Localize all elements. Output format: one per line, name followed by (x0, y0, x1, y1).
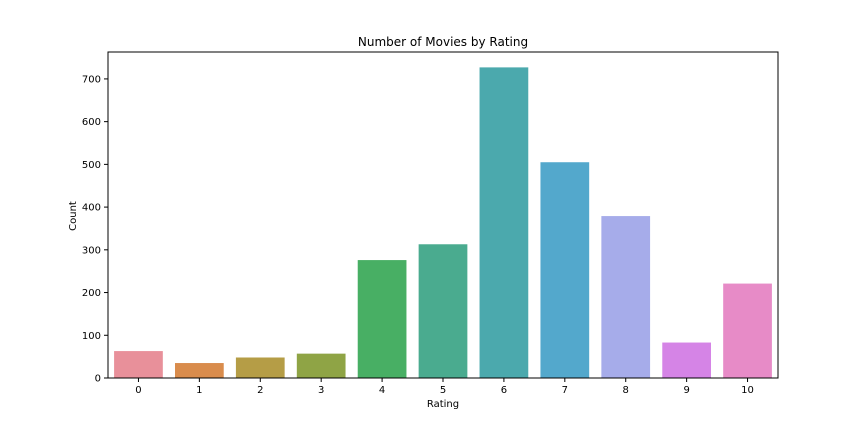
y-tick-label: 600 (82, 117, 101, 128)
x-axis-label: Rating (427, 399, 459, 410)
x-tick-label: 5 (440, 385, 446, 396)
x-tick-label: 0 (135, 385, 141, 396)
x-tick-label: 4 (379, 385, 385, 396)
y-tick-label: 100 (82, 331, 101, 342)
y-tick-label: 700 (82, 74, 101, 85)
y-tick-label: 500 (82, 160, 101, 171)
plot-frame (107, 51, 779, 379)
bar-7 (540, 162, 590, 378)
bars-group (114, 67, 772, 379)
bar-3 (296, 353, 346, 378)
bar-1 (175, 363, 224, 378)
bar-9 (662, 342, 711, 378)
bar-0 (114, 351, 163, 378)
chart-title: Number of Movies by Rating (358, 35, 528, 49)
y-axis-label: Count (68, 201, 79, 231)
bar-8 (601, 216, 651, 378)
x-tick-label: 7 (562, 385, 568, 396)
bar-2 (235, 357, 285, 378)
x-tick-label: 1 (196, 385, 202, 396)
y-tick-label: 200 (82, 288, 101, 299)
x-tick-label: 3 (318, 385, 324, 396)
bar-10 (723, 283, 772, 378)
y-tick-label: 300 (82, 245, 101, 256)
x-tick-label: 8 (623, 385, 629, 396)
bar-4 (357, 260, 407, 378)
x-tick-label: 2 (257, 385, 263, 396)
bar-6 (479, 67, 529, 379)
bar-5 (418, 244, 468, 378)
x-tick-label: 9 (683, 385, 689, 396)
y-tick-label: 0 (95, 374, 101, 385)
x-axis-ticks: 0 1 2 3 4 5 6 7 8 9 10 (135, 378, 754, 396)
y-axis-ticks: 0 100 200 300 400 500 600 700 (82, 74, 108, 385)
x-tick-label: 10 (741, 385, 754, 396)
x-tick-label: 6 (501, 385, 507, 396)
y-tick-label: 400 (82, 203, 101, 214)
